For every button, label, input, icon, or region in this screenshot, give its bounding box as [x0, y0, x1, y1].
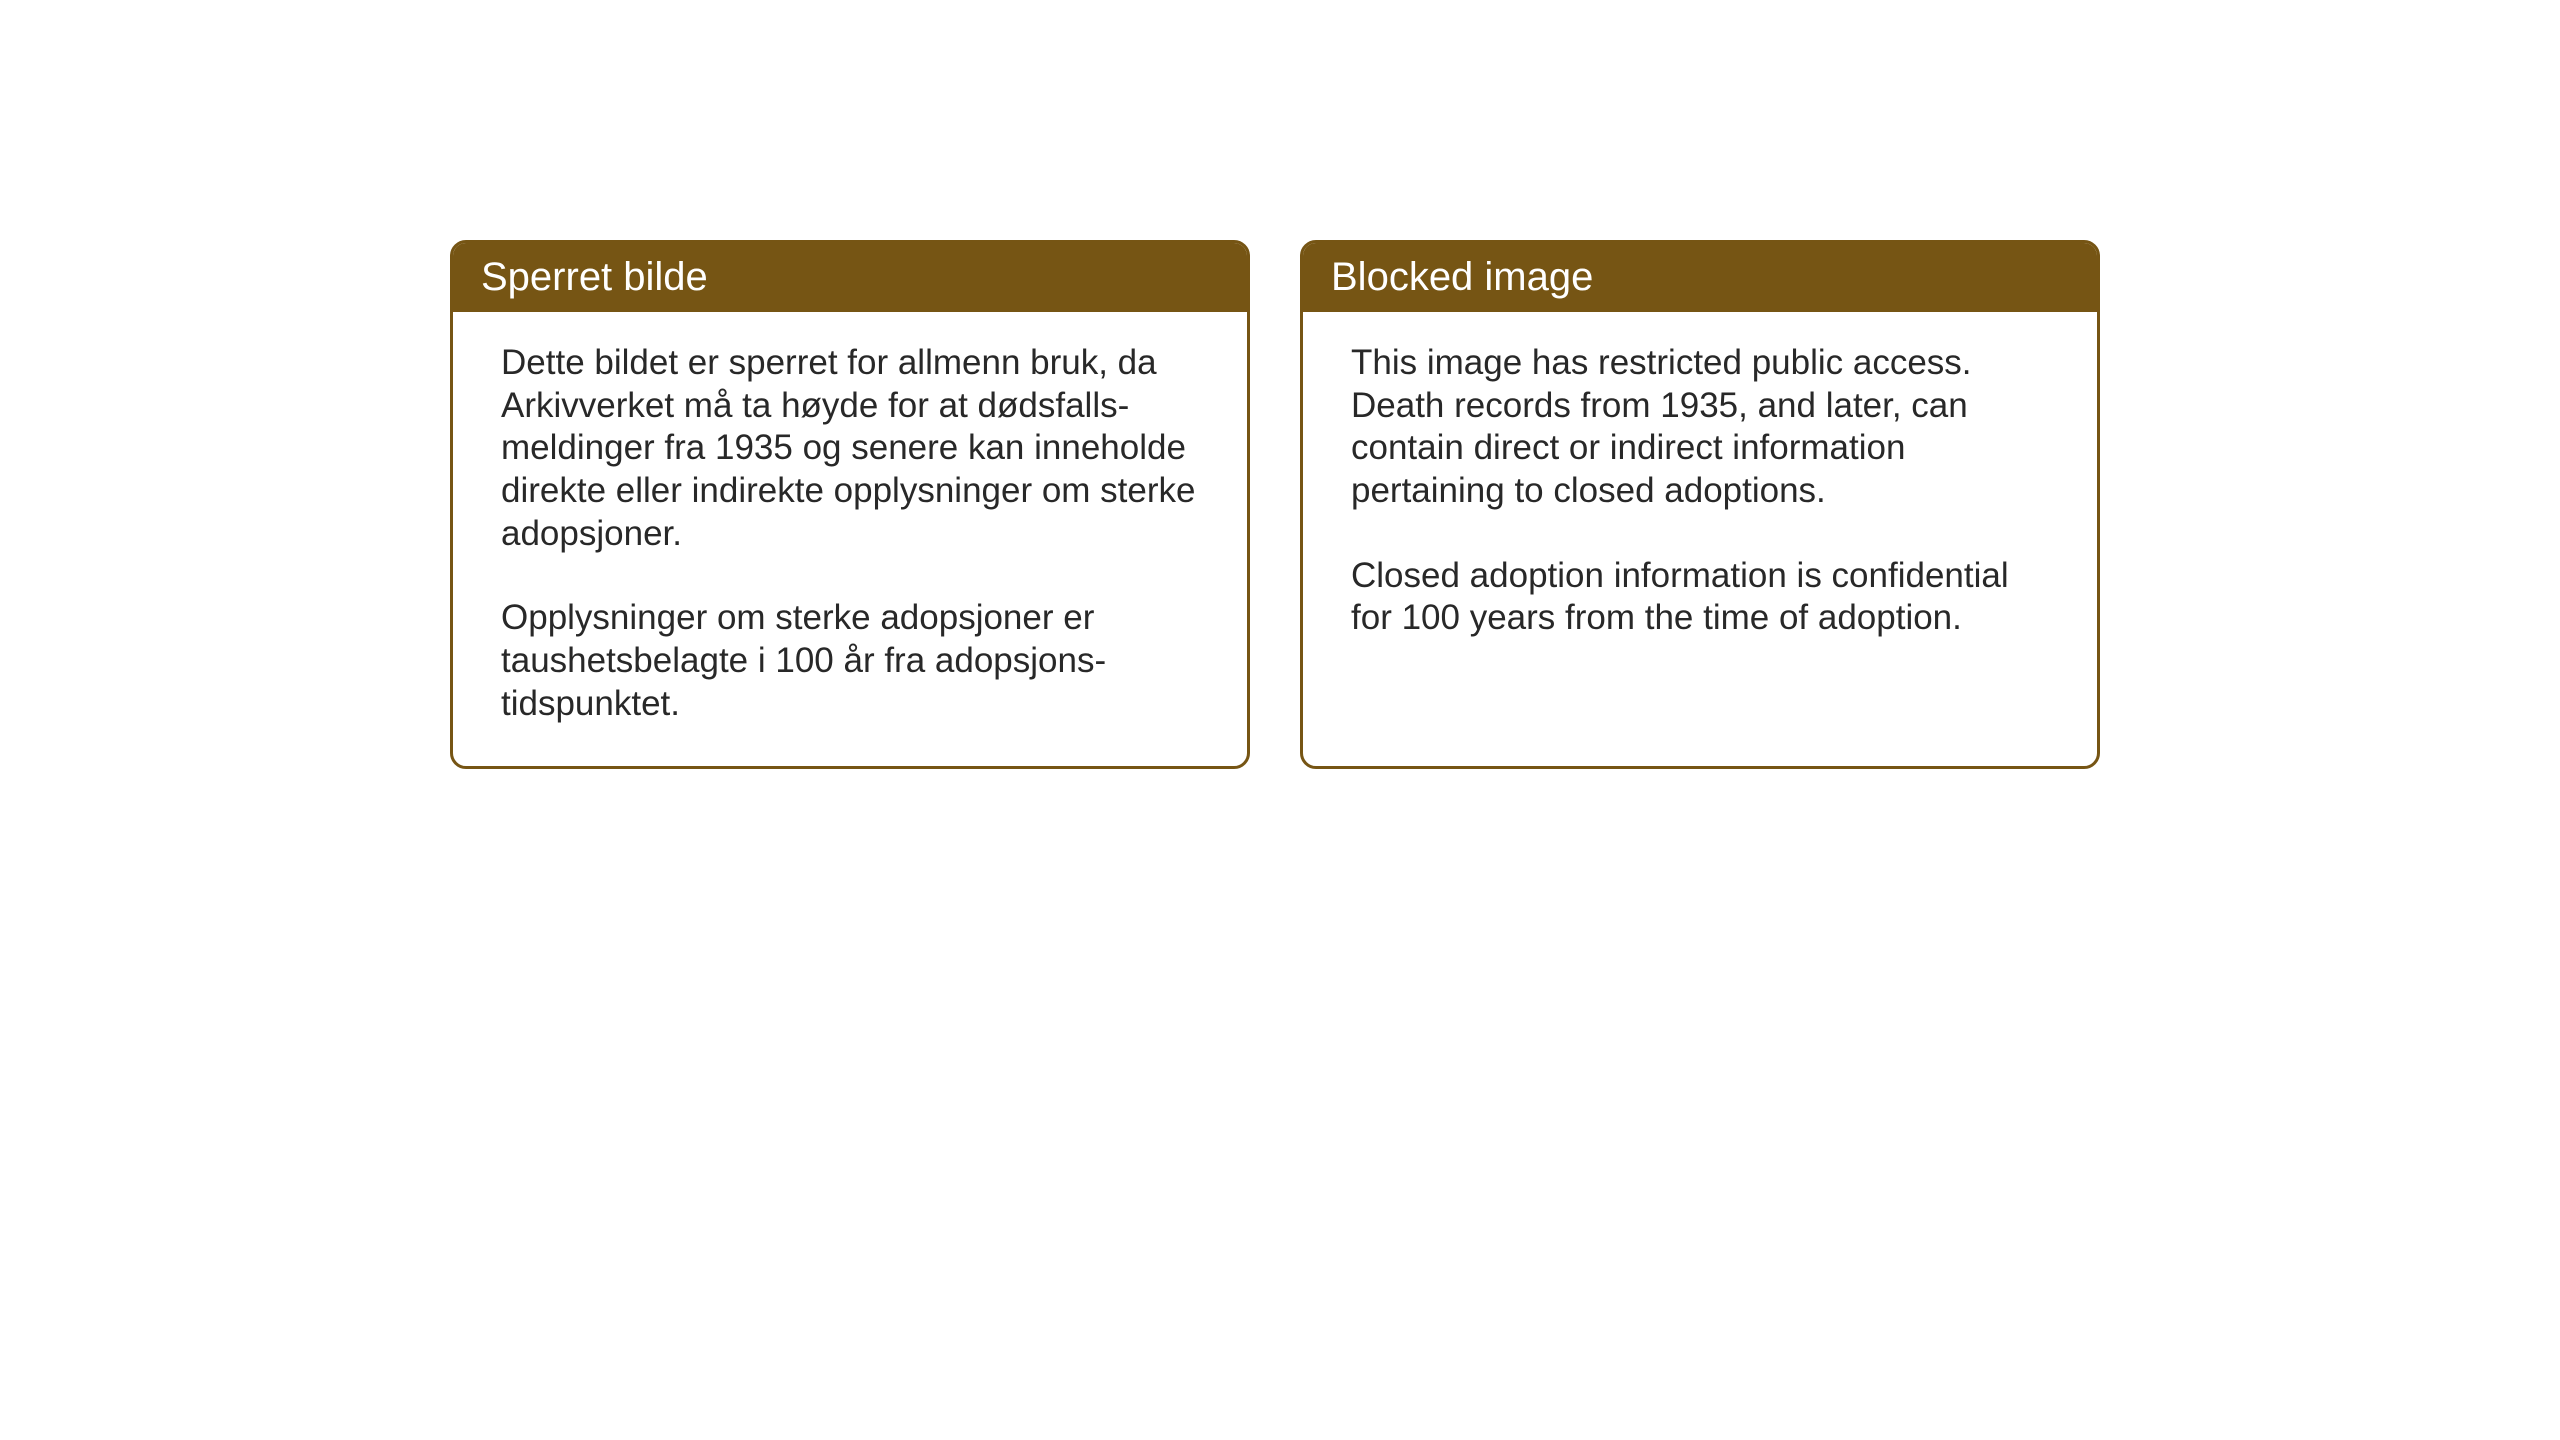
card-title-english: Blocked image: [1331, 255, 1593, 299]
card-norwegian: Sperret bilde Dette bildet er sperret fo…: [450, 240, 1250, 769]
card-body-english: This image has restricted public access.…: [1303, 312, 2097, 712]
card-paragraph1-english: This image has restricted public access.…: [1351, 342, 2049, 513]
card-header-norwegian: Sperret bilde: [453, 243, 1247, 312]
card-paragraph1-norwegian: Dette bildet er sperret for allmenn bruk…: [501, 342, 1199, 555]
card-header-english: Blocked image: [1303, 243, 2097, 312]
card-title-norwegian: Sperret bilde: [481, 255, 708, 299]
card-body-norwegian: Dette bildet er sperret for allmenn bruk…: [453, 312, 1247, 766]
card-paragraph2-english: Closed adoption information is confident…: [1351, 555, 2049, 640]
card-english: Blocked image This image has restricted …: [1300, 240, 2100, 769]
cards-container: Sperret bilde Dette bildet er sperret fo…: [450, 240, 2100, 769]
card-paragraph2-norwegian: Opplysninger om sterke adopsjoner er tau…: [501, 597, 1199, 725]
